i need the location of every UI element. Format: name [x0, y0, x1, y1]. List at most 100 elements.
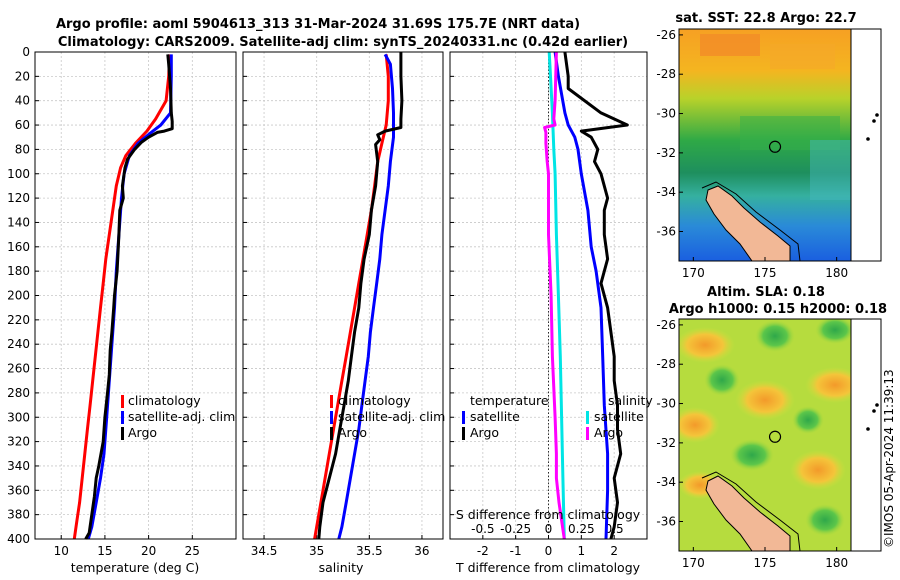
depth-tick-label: 400	[7, 532, 30, 546]
legend-swatch-satellite	[330, 411, 333, 424]
x2-tick-label: -0.5	[471, 522, 494, 536]
sla-high-eddy	[805, 367, 851, 403]
temperature-panel: 10 15 20 25	[34, 51, 237, 558]
series-line-s-satellite	[547, 51, 566, 540]
legend-swatch-argo	[121, 427, 124, 440]
depth-tick-label: 160	[7, 240, 30, 254]
depth-tick-label: 320	[7, 435, 30, 449]
series-line-satellite-adj-clim	[337, 53, 395, 540]
x-tick-label: 20	[141, 544, 156, 558]
depth-tick-label: 200	[7, 289, 30, 303]
legend-swatch-satellite	[121, 411, 124, 424]
x-tick-label: 0	[545, 544, 553, 558]
depth-tick-label: 100	[7, 167, 30, 181]
legend-swatch-argo	[330, 427, 333, 440]
map-x-tick-label: 180	[825, 266, 848, 280]
sst-map-extension-frame	[850, 28, 882, 262]
sst-argo-location-marker	[768, 140, 782, 153]
depth-tick-label: 220	[7, 313, 30, 327]
kermadec-island	[872, 119, 876, 123]
map-y-tick-label: -26	[656, 28, 676, 42]
depth-axis: 0 20 40 60 80 100 120 140 160 180 200 220 240 260 280 3…	[7, 45, 30, 546]
x-tick-label: 35.5	[356, 544, 383, 558]
sla-high-eddy	[790, 450, 846, 490]
map-y-tick-label: -30	[656, 397, 676, 411]
map-x-tick-label: 175	[754, 556, 777, 570]
map-y-tick-label: -36	[656, 515, 676, 529]
depth-tick-label: 240	[7, 337, 30, 351]
x2-tick-label: 0.25	[568, 522, 595, 536]
map-y-tick-label: -32	[656, 146, 676, 160]
series-line-t-satellite	[553, 51, 610, 540]
shelf-contour	[701, 471, 801, 551]
map-y-tick-label: -26	[656, 318, 676, 332]
x-tick-label: 10	[54, 544, 69, 558]
x-tick-label: 35	[309, 544, 324, 558]
x-tick-label: 34.5	[251, 544, 278, 558]
sla-high-eddy	[679, 407, 720, 443]
x-tick-label: 36	[414, 544, 429, 558]
depth-tick-label: 280	[7, 386, 30, 400]
map-y-tick-label: -28	[656, 67, 676, 81]
map-x-tick-label: 170	[682, 556, 705, 570]
imos-credit: ©IMOS 05-Apr-2024 11:39:13	[882, 369, 896, 548]
depth-tick-label: 360	[7, 483, 30, 497]
tdiff-xlabel: T difference from climatology	[455, 560, 641, 575]
legend-label-satellite: satellite-adj. clim	[128, 409, 235, 424]
salinity-xlabel: salinity	[319, 560, 364, 575]
kermadec-island	[866, 427, 870, 431]
land-north-island	[705, 185, 791, 261]
sst-map	[678, 28, 852, 262]
map-y-tick-label: -32	[656, 436, 676, 450]
series-line-climatology	[72, 54, 172, 540]
legend-title-temperature: temperature	[470, 393, 549, 408]
sst-warm-patch	[770, 44, 835, 69]
temperature-legend: climatology satellite-adj. clim Argo	[121, 393, 235, 440]
x-tick-label: 2	[610, 544, 618, 558]
legend-swatch-s-satellite	[586, 411, 589, 424]
map-y-tick-label: -34	[656, 185, 676, 199]
x-tick-label: -1	[510, 544, 522, 558]
x-tick-label: 1	[578, 544, 586, 558]
map-y-tick-label: -28	[656, 357, 676, 371]
legend-swatch-t-satellite	[462, 411, 465, 424]
sla-low-eddy	[805, 504, 845, 536]
series-line-argo	[317, 52, 404, 540]
depth-tick-label: 60	[15, 118, 30, 132]
legend-swatch-climatology	[330, 395, 333, 408]
sla-low-eddy	[704, 364, 740, 396]
sla-map-title-line1: Altim. SLA: 0.18	[707, 285, 825, 300]
difference-legend: temperature salinity satellite Argo sate…	[462, 393, 653, 440]
salinity-legend: climatology satellite-adj. clim Argo	[330, 393, 445, 440]
sla-map-title-line2: Argo h1000: 0.15 h2000: 0.18	[669, 302, 887, 317]
depth-tick-label: 340	[7, 459, 30, 473]
legend-title-salinity: salinity	[608, 393, 653, 408]
depth-tick-label: 140	[7, 215, 30, 229]
kermadec-island	[872, 409, 876, 413]
depth-tick-label: 80	[15, 142, 30, 156]
depth-tick-label: 300	[7, 410, 30, 424]
sst-map-title: sat. SST: 22.8 Argo: 22.7	[675, 11, 856, 26]
map-y-tick-label: -34	[656, 475, 676, 489]
figure-title-line2: Climatology: CARS2009. Satellite-adj cli…	[58, 35, 628, 50]
map-y-tick-label: -36	[656, 225, 676, 239]
depth-tick-label: 120	[7, 191, 30, 205]
series-line-t-argo	[563, 51, 629, 540]
sla-low-eddy	[755, 320, 795, 352]
legend-label-argo: Argo	[338, 425, 367, 440]
sla-argo-location-marker	[768, 430, 782, 443]
x-tick-label: 15	[97, 544, 112, 558]
legend-label-climatology: climatology	[128, 393, 201, 408]
sla-high-eddy	[735, 380, 795, 420]
panel-frame	[449, 51, 648, 540]
sla-map-extension-frame	[850, 318, 882, 552]
depth-tick-label: 260	[7, 362, 30, 376]
map-y-tick-label: -30	[656, 107, 676, 121]
sst-warm-patch	[700, 34, 760, 56]
sla-map	[678, 318, 852, 552]
sla-map-axes: 170 175 180 -26 -28 -30 -32 -34 -36	[656, 318, 848, 570]
temperature-xlabel: temperature (deg C)	[71, 560, 200, 575]
x2-tick-label: -0.25	[500, 522, 531, 536]
panel-frame	[34, 51, 237, 540]
